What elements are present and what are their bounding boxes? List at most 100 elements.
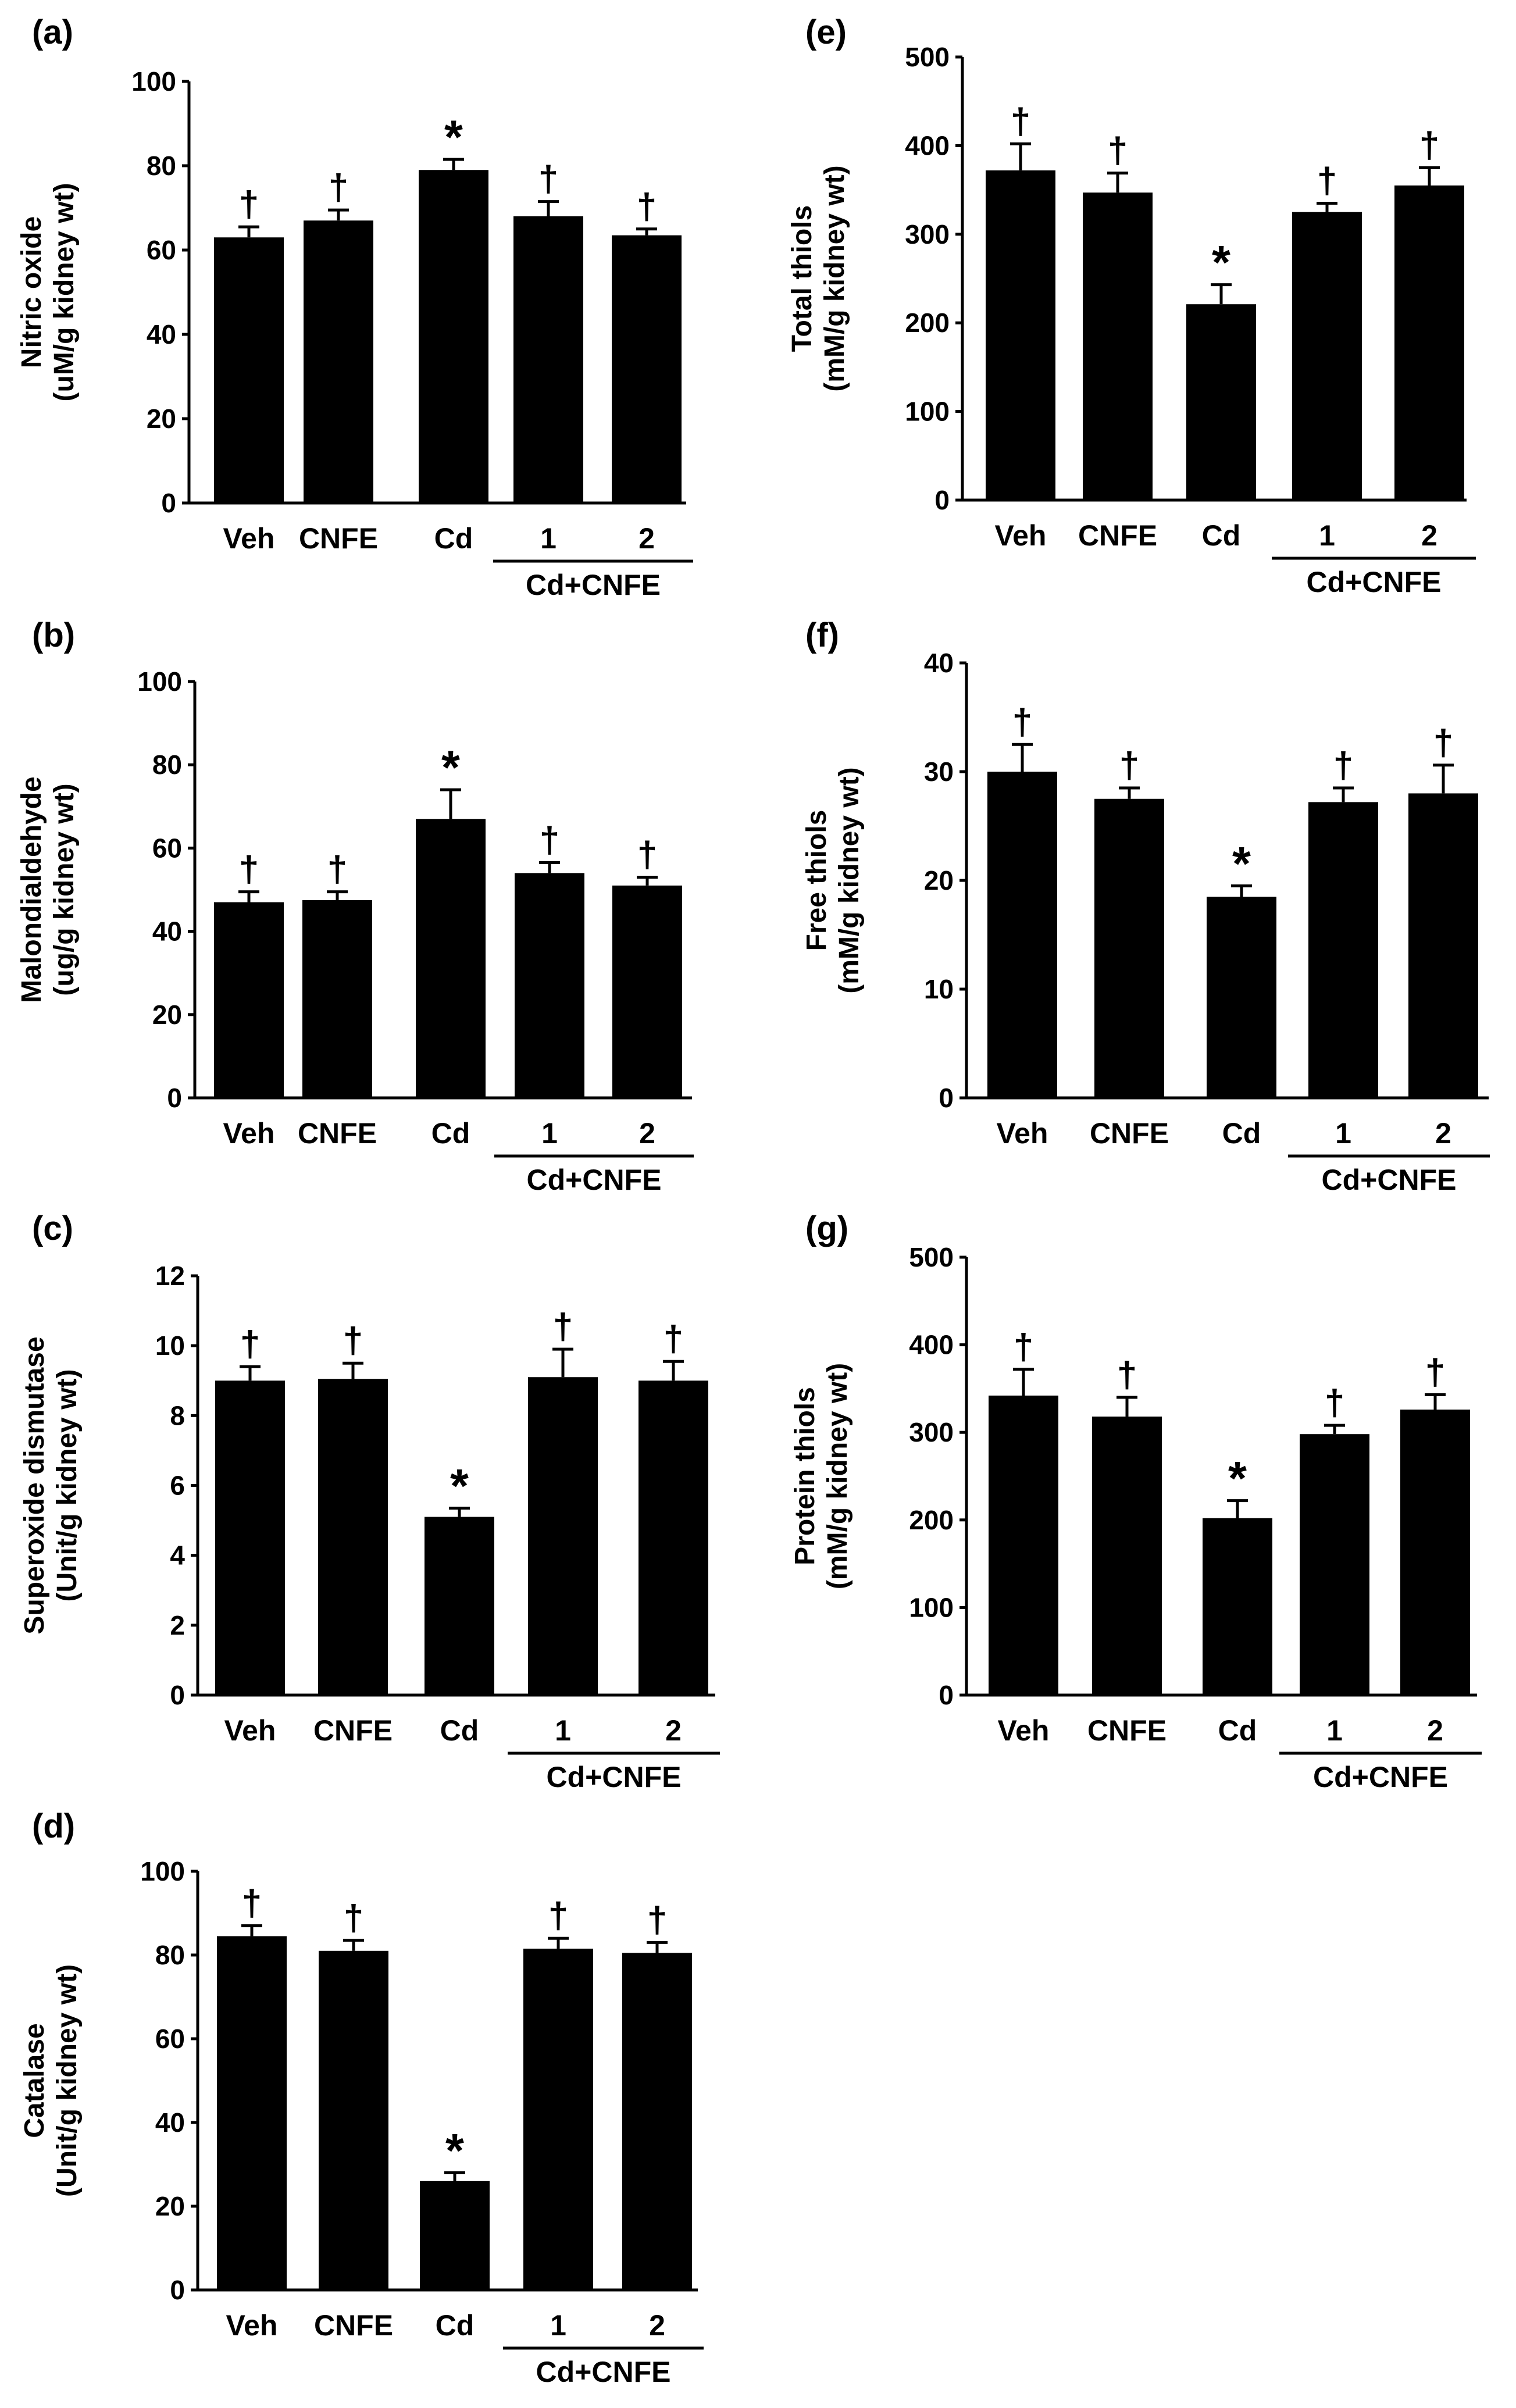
bar: [217, 1936, 287, 2290]
y-axis-label: Total thiols(mM/g kidney wt): [787, 165, 850, 391]
y-axis-label-line1: Nitric oxide: [16, 216, 47, 368]
y-axis-label: Superoxide dismutase(Unit/g kidney wt): [19, 1336, 83, 1634]
y-tick-label: 300: [909, 1417, 954, 1447]
y-tick-label: 100: [131, 66, 176, 97]
group-label: Cd+CNFE: [536, 2356, 671, 2388]
category-label: Veh: [226, 2309, 278, 2342]
category-label: Cd: [434, 522, 473, 555]
significance-star: *: [444, 111, 463, 164]
significance-star: *: [1228, 1453, 1247, 1506]
category-label: 1: [1335, 1117, 1351, 1150]
category-label: Cd: [436, 2309, 475, 2342]
significance-star: *: [1232, 837, 1251, 890]
chart-panel-d: (d) 0 20 40 60 80 100 Catalase(Unit/g kidney wt…: [19, 1807, 704, 2388]
significance-dagger: †: [1317, 160, 1337, 201]
y-tick-label: 20: [155, 2191, 185, 2221]
bar: [302, 900, 372, 1098]
category-label: 1: [1326, 1714, 1343, 1747]
y-tick-label: 80: [147, 151, 176, 181]
significance-dagger: †: [1011, 101, 1030, 141]
y-tick-label: 12: [155, 1261, 185, 1291]
significance-dagger: †: [637, 187, 657, 227]
y-tick-label: 20: [924, 865, 954, 896]
y-axis-label: Protein thiols(mM/g kidney wt): [790, 1363, 853, 1589]
panel-label: (c): [32, 1210, 73, 1247]
category-label: 1: [555, 1714, 571, 1747]
bar: [1408, 793, 1478, 1098]
bar: [215, 1380, 285, 1695]
significance-star: *: [441, 741, 460, 794]
significance-dagger: †: [1419, 126, 1439, 166]
y-tick-label: 30: [924, 757, 954, 787]
significance-dagger: †: [1333, 745, 1353, 786]
y-tick-label: 100: [137, 666, 182, 697]
significance-dagger: †: [1433, 723, 1453, 763]
category-label: Veh: [223, 522, 275, 555]
panel-label: (f): [805, 616, 839, 654]
y-tick-label: 40: [155, 2107, 185, 2138]
bar: [1083, 192, 1153, 500]
y-tick-label: 0: [934, 485, 950, 515]
y-axis-label-line1: Free thiols: [801, 810, 832, 951]
significance-dagger: †: [239, 850, 259, 890]
category-label: 2: [1435, 1117, 1451, 1150]
significance-dagger: †: [540, 820, 559, 860]
y-tick-label: 0: [170, 2275, 185, 2305]
significance-star: *: [1212, 237, 1230, 290]
y-tick-label: 100: [909, 1592, 954, 1622]
category-label: Veh: [997, 1117, 1048, 1150]
y-tick-label: 500: [909, 1242, 954, 1272]
bar: [1203, 1518, 1272, 1695]
y-tick-label: 60: [147, 235, 176, 265]
significance-dagger: †: [538, 159, 558, 199]
bar: [612, 235, 682, 503]
y-axis-label-line2: (mM/g kidney wt): [822, 1363, 853, 1589]
y-tick-label: 20: [152, 1000, 182, 1030]
significance-dagger: †: [548, 1896, 568, 1936]
y-tick-label: 400: [905, 130, 950, 160]
category-label: Cd: [440, 1714, 479, 1747]
y-tick-label: 300: [905, 219, 950, 249]
bar: [987, 772, 1057, 1098]
group-label: Cd+CNFE: [526, 569, 661, 601]
significance-dagger: †: [1119, 745, 1139, 786]
significance-dagger: †: [1325, 1383, 1344, 1423]
category-label: CNFE: [313, 1714, 393, 1747]
y-tick-label: 500: [905, 42, 950, 72]
category-label: Veh: [223, 1117, 275, 1150]
y-axis-label-line2: (mM/g kidney wt): [819, 165, 850, 391]
significance-dagger: †: [327, 850, 347, 890]
y-axis-label: Malondialdehyde(ug/g kidney wt): [16, 776, 80, 1003]
category-label: 2: [665, 1714, 682, 1747]
category-label: Cd: [431, 1117, 470, 1150]
y-tick-label: 100: [905, 397, 950, 427]
y-axis-label: Nitric oxide(uM/g kidney wt): [16, 183, 80, 402]
panel-label: (a): [32, 13, 73, 51]
category-label: Veh: [995, 519, 1047, 552]
y-tick-label: 0: [167, 1083, 182, 1113]
bar: [528, 1377, 598, 1695]
group-label: Cd+CNFE: [547, 1761, 682, 1793]
y-tick-label: 0: [939, 1680, 954, 1710]
y-axis-label: Free thiols(mM/g kidney wt): [801, 767, 865, 993]
bar: [1186, 304, 1256, 500]
bar: [1400, 1410, 1470, 1695]
bar: [1092, 1417, 1162, 1695]
y-axis-label-line2: (mM/g kidney wt): [834, 767, 865, 993]
y-tick-label: 0: [939, 1083, 954, 1113]
y-tick-label: 8: [170, 1400, 185, 1430]
y-tick-label: 10: [924, 974, 954, 1004]
y-axis-label-line2: (uM/g kidney wt): [49, 183, 80, 402]
y-tick-label: 400: [909, 1330, 954, 1360]
significance-dagger: †: [1425, 1352, 1445, 1392]
y-tick-label: 0: [161, 488, 176, 518]
category-label: 2: [1427, 1714, 1443, 1747]
bar: [1394, 185, 1464, 501]
y-tick-label: 40: [152, 916, 182, 947]
y-tick-label: 2: [170, 1610, 185, 1640]
category-label: 1: [540, 522, 557, 555]
bar: [523, 1949, 593, 2290]
panel-label: (b): [32, 616, 75, 654]
y-tick-label: 80: [152, 750, 182, 780]
significance-dagger: †: [637, 835, 657, 875]
